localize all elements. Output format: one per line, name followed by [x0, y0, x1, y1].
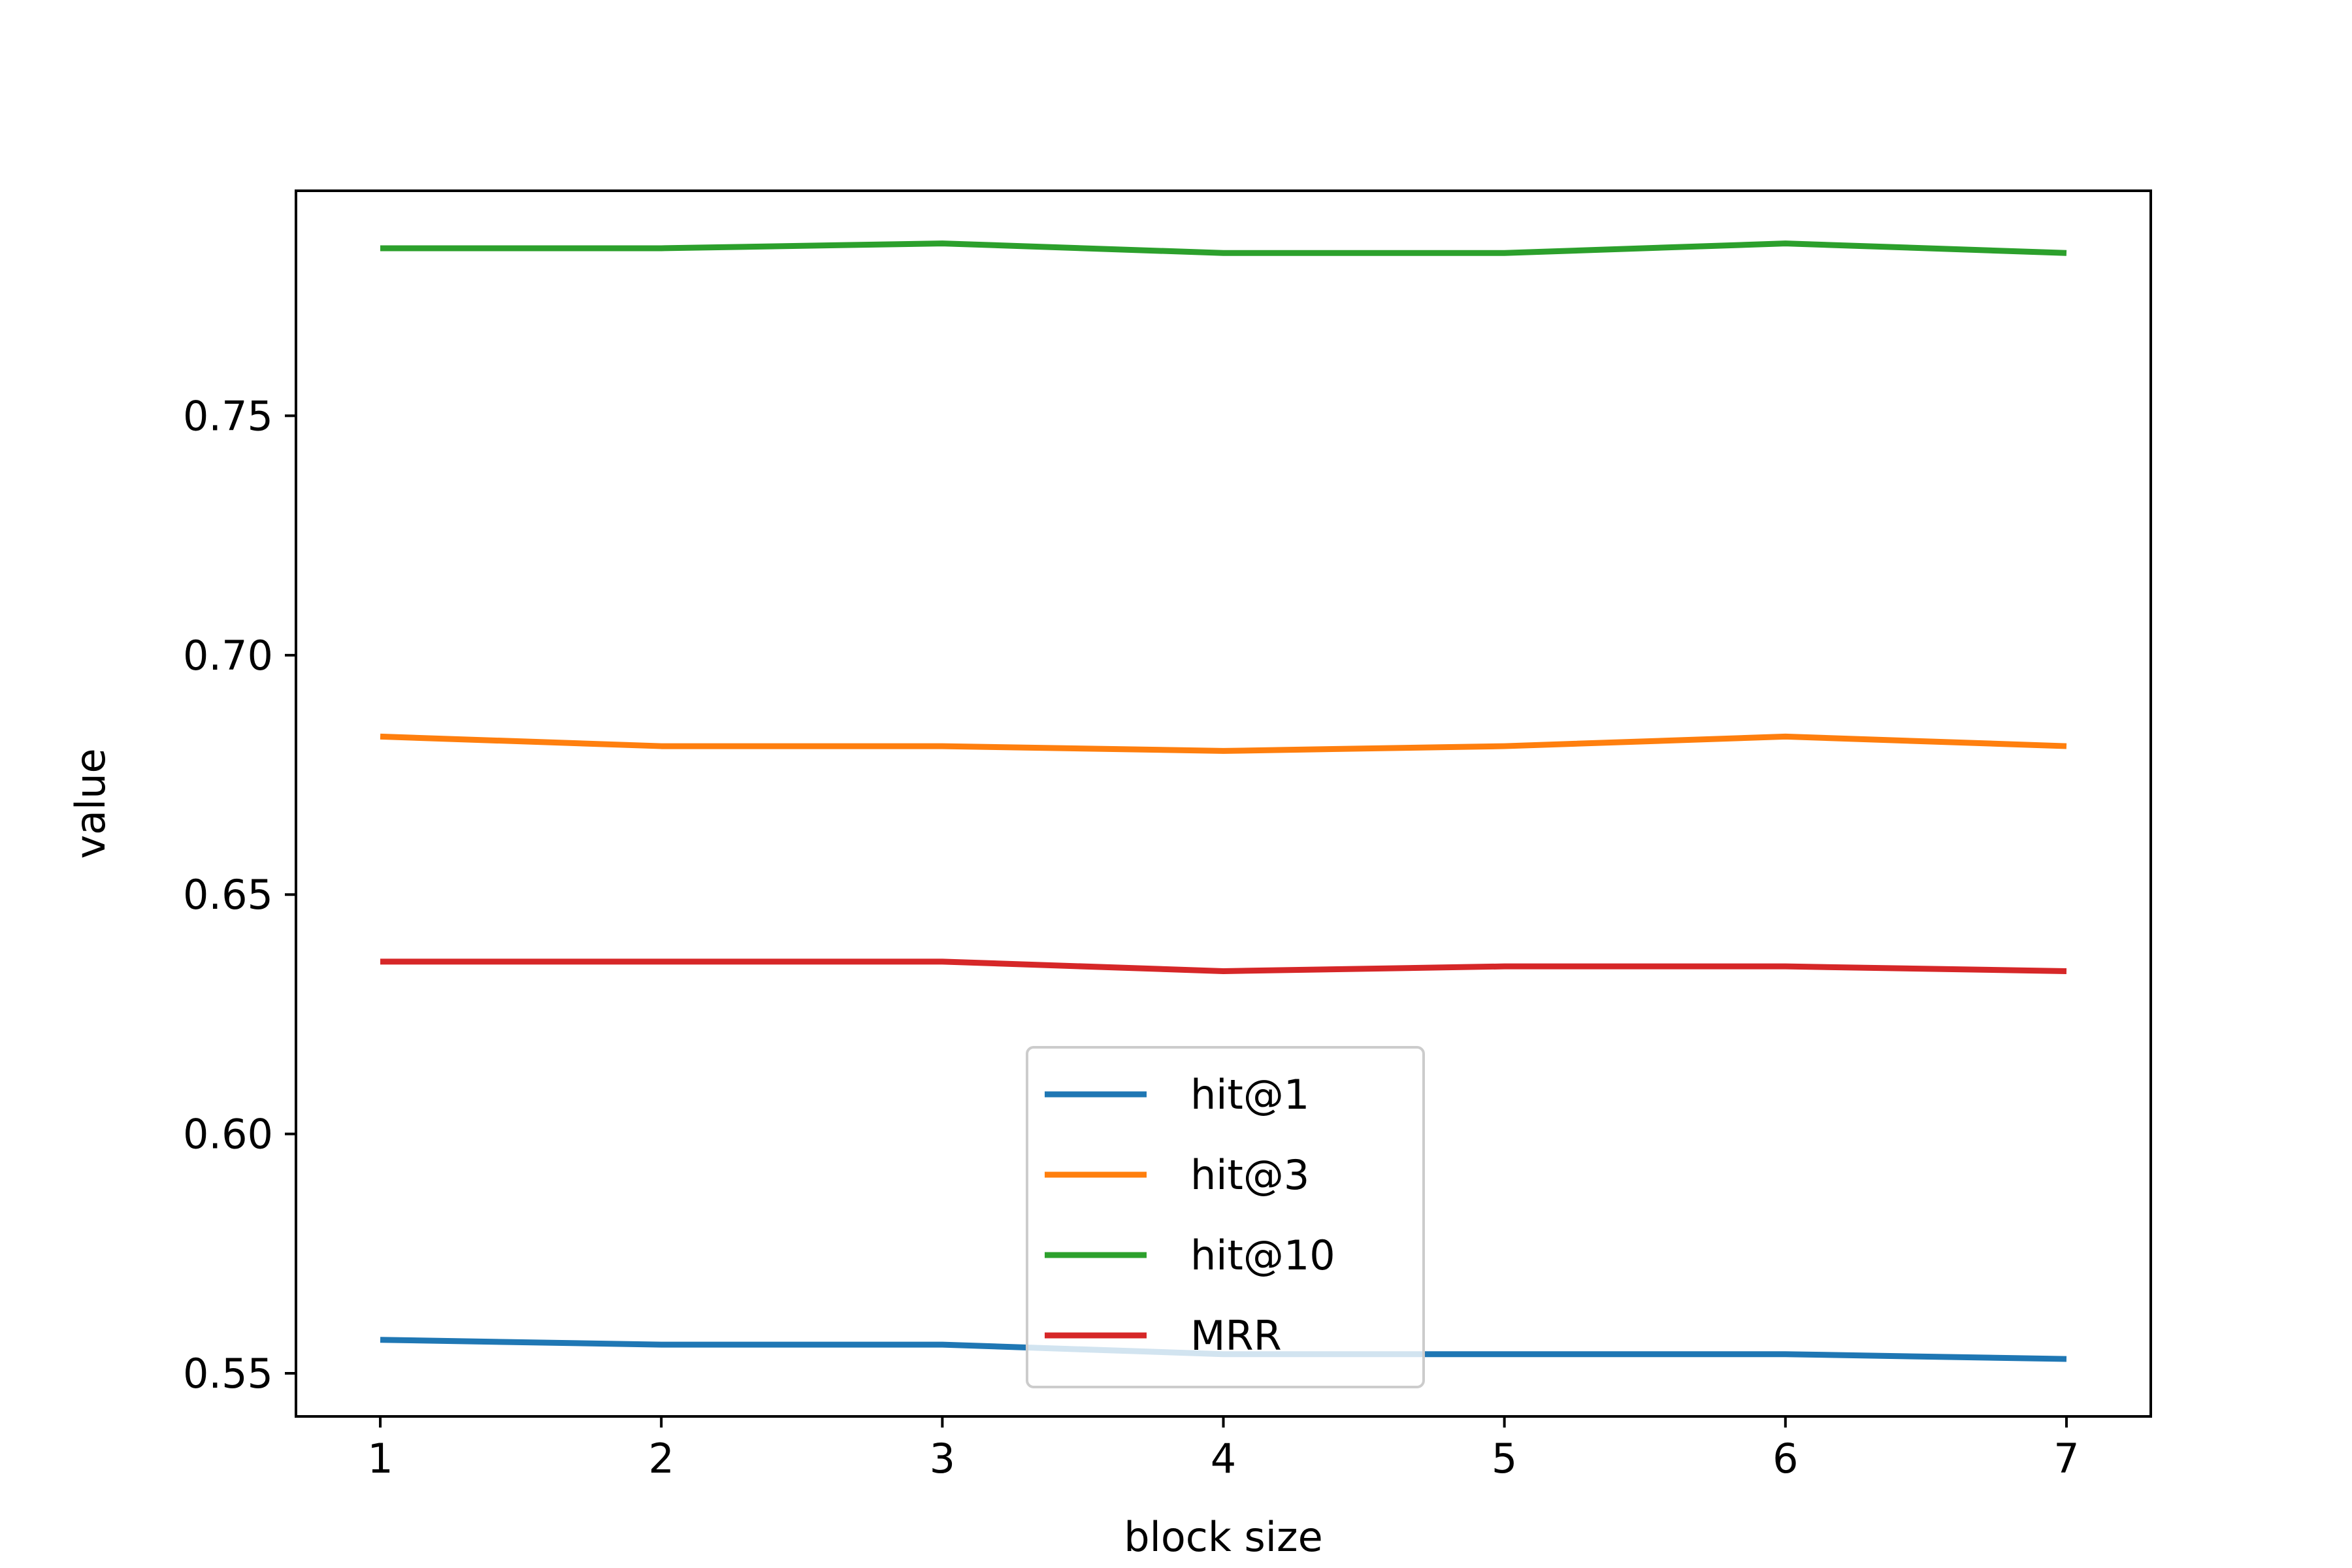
- x-axis-label: block size: [1124, 1513, 1322, 1561]
- y-axis-label: value: [67, 748, 114, 858]
- y-tick-label: 0.70: [183, 632, 273, 679]
- legend-label: hit@3: [1190, 1151, 1309, 1199]
- x-tick-label: 4: [1211, 1435, 1236, 1482]
- legend-label: hit@10: [1190, 1232, 1335, 1279]
- y-tick-label: 0.75: [183, 392, 273, 440]
- series-line-hit-10: [380, 240, 2067, 256]
- legend-label: hit@1: [1190, 1071, 1309, 1119]
- series-line-mrr: [380, 958, 2067, 974]
- legend-box: [1026, 1046, 1425, 1388]
- y-axis: 0.55 0.60 0.65 0.70 0.75: [183, 392, 296, 1397]
- series-line-hit-3: [380, 733, 2067, 754]
- legend-label: MRR: [1190, 1312, 1282, 1360]
- x-axis: 1 2 3 4 5 6 7: [367, 1416, 2080, 1482]
- x-tick-label: 6: [1772, 1435, 1798, 1482]
- x-tick-label: 2: [648, 1435, 674, 1482]
- y-tick-label: 0.65: [183, 871, 273, 919]
- x-tick-label: 1: [367, 1435, 393, 1482]
- x-tick-label: 5: [1492, 1435, 1517, 1482]
- y-tick-label: 0.55: [183, 1350, 273, 1397]
- y-tick-label: 0.60: [183, 1111, 273, 1158]
- legend: hit@1 hit@3 hit@10 MRR: [1026, 1046, 1425, 1388]
- x-tick-label: 7: [2053, 1435, 2079, 1482]
- x-tick-label: 3: [930, 1435, 955, 1482]
